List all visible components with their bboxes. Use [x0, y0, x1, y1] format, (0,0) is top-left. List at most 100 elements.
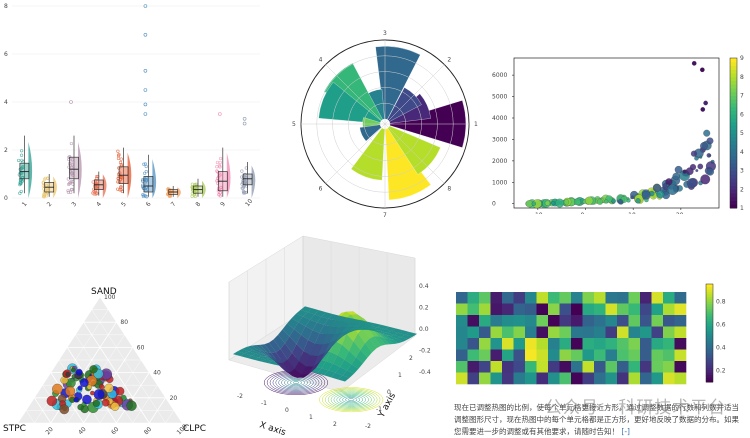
heatmap-cell — [651, 372, 664, 385]
x-tick-label: 0 — [285, 407, 289, 414]
colorbar-segment — [730, 193, 737, 198]
ternary-point — [52, 383, 63, 395]
contour-line — [289, 380, 303, 386]
rain-point — [218, 173, 222, 177]
ternary-points — [46, 363, 137, 415]
colorbar-tick-label: 3 — [740, 168, 744, 175]
ternary-point — [126, 400, 137, 411]
colorbar-tick-label: 5 — [740, 130, 744, 137]
heatmap-cell — [456, 349, 468, 362]
heatmap-cell — [605, 372, 618, 385]
outlier-point — [242, 117, 247, 121]
ternary-point — [82, 394, 92, 405]
caption-text: 现在已调整热图的比例，使每个单元格更接近方形，通过调整数据的行数和列数并适当调整… — [454, 403, 739, 436]
colorbar-segment — [730, 76, 737, 81]
rain-point — [168, 193, 172, 197]
cloud — [53, 176, 57, 198]
caption-link[interactable]: [-] — [621, 427, 630, 436]
colorbar: 0.2 0.4 0.6 0.8 — [705, 283, 726, 383]
rain-point — [69, 187, 73, 192]
rain-point — [217, 164, 222, 168]
axis-label-clpc: CLPC — [183, 424, 206, 434]
rain-point — [243, 191, 247, 195]
rain-point — [68, 181, 72, 185]
surface — [232, 306, 418, 382]
colorbar-segment — [706, 303, 713, 307]
bubble — [551, 201, 556, 206]
bubble — [544, 200, 551, 206]
heatmap-cell — [571, 303, 583, 316]
x-tick-label: 2 — [46, 201, 54, 209]
heatmap-cell — [548, 303, 560, 316]
cloud — [202, 180, 206, 198]
ternary-point — [79, 378, 89, 388]
heatmap-cell — [548, 361, 560, 373]
colorbar-segment — [730, 155, 737, 160]
heatmap-cell — [651, 349, 664, 362]
angle-tick-label: 5 — [292, 121, 296, 128]
colorbar-segment — [706, 359, 713, 363]
colorbar-segment — [706, 320, 713, 324]
bubble — [641, 190, 651, 200]
contour-line — [336, 393, 366, 406]
heatmap-cell — [663, 361, 675, 373]
ternary-point — [65, 371, 71, 377]
heatmap-cell — [651, 292, 664, 304]
colorbar-segment — [706, 333, 713, 336]
colorbar-segment — [706, 323, 713, 327]
cloud — [177, 187, 181, 198]
heatmap-cell — [536, 315, 549, 327]
heatmap-cell — [490, 372, 503, 385]
bubble — [656, 190, 665, 199]
colorbar-segment — [730, 80, 737, 85]
heatmap-cell — [467, 315, 480, 327]
rain-point — [119, 157, 123, 161]
colorbar-segment — [706, 306, 713, 309]
x-tick-label: 20 — [676, 212, 684, 214]
polar-bar — [318, 81, 382, 124]
heatmap-cell — [674, 349, 687, 362]
rain-point — [95, 191, 99, 195]
x-tick-label: 1 — [309, 414, 313, 421]
colorbar-segment — [730, 140, 737, 145]
bubbles — [525, 61, 716, 209]
polar-grid — [300, 39, 470, 209]
colorbar-segment — [706, 377, 713, 381]
heatmap-cell — [605, 315, 618, 327]
heatmap-cell — [594, 338, 606, 350]
surface-patch — [349, 318, 362, 324]
cloud — [102, 174, 107, 198]
ternary-tick-label: 20 — [170, 395, 178, 402]
heatmap-cell — [513, 361, 526, 373]
heatmap-cell — [651, 315, 664, 327]
x-tick-label: 4 — [95, 201, 103, 209]
colorbar-segment — [706, 362, 713, 366]
bubble — [555, 198, 565, 208]
rain-point — [118, 188, 122, 192]
colorbar-segment — [730, 185, 737, 190]
rain-point — [190, 182, 195, 186]
x-tick-label: 8 — [194, 201, 202, 209]
heatmap-cell — [559, 349, 572, 362]
heatmap-cell — [490, 338, 503, 350]
colorbar-segment — [730, 106, 737, 111]
rain-point — [117, 153, 121, 157]
cloud — [78, 141, 82, 198]
ternary-point — [92, 399, 100, 407]
bubble — [682, 170, 687, 174]
heatmap-cell — [536, 292, 549, 304]
heatmap-cell — [513, 326, 526, 339]
heatmap-cell — [582, 338, 595, 350]
contour-line — [292, 381, 300, 384]
bubble — [666, 184, 669, 187]
outlier-point — [143, 88, 148, 92]
rain-point — [66, 189, 70, 193]
heatmap-cell — [536, 349, 549, 362]
surface-patch — [300, 306, 313, 313]
colorbar-segment — [706, 296, 713, 300]
colorbar-segment — [706, 330, 713, 334]
colorbar-tick-label: 0.2 — [716, 367, 726, 374]
heatmap-cell — [513, 349, 526, 362]
heatmap-cell — [548, 315, 560, 327]
heatmap-cell — [582, 315, 595, 327]
